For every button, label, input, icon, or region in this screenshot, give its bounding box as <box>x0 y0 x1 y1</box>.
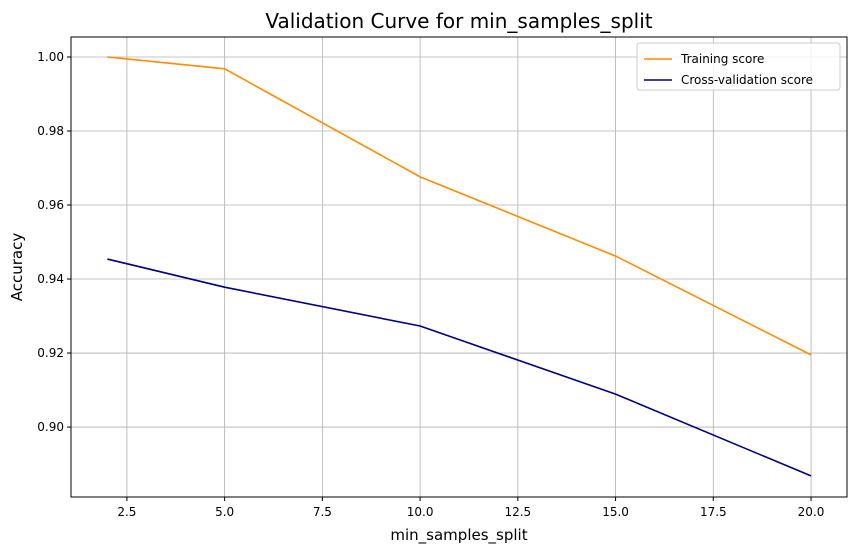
chart-title: Validation Curve for min_samples_split <box>265 9 652 33</box>
legend-box <box>636 42 841 91</box>
series-line-cross-validation <box>107 258 812 477</box>
x-tick-label: 10.0 <box>407 505 434 519</box>
grid <box>71 37 847 497</box>
x-tick-label: 15.0 <box>602 505 629 519</box>
y-tick-label: 0.98 <box>37 124 64 138</box>
y-tick-label: 1.00 <box>37 50 64 64</box>
legend-label: Cross-validation score <box>681 73 813 87</box>
x-axis-label: min_samples_split <box>390 526 527 545</box>
x-axis-ticks: 2.5 5.0 7.5 10.0 12.5 15.0 17.5 20.0 <box>117 497 824 519</box>
y-axis-ticks: 0.90 0.92 0.94 0.96 0.98 1.00 <box>37 50 71 434</box>
plot-frame <box>70 36 848 498</box>
x-tick-label: 2.5 <box>117 505 136 519</box>
legend-label: Training score <box>680 52 764 66</box>
x-tick-label: 5.0 <box>215 505 234 519</box>
y-tick-label: 0.90 <box>37 420 64 434</box>
x-tick-label: 17.5 <box>700 505 727 519</box>
y-axis-label: Accuracy <box>8 233 26 302</box>
legend: Training score Cross-validation score <box>636 42 841 91</box>
x-tick-label: 7.5 <box>313 505 332 519</box>
x-tick-label: 12.5 <box>504 505 531 519</box>
series-lines <box>107 56 812 477</box>
y-tick-label: 0.94 <box>37 272 64 286</box>
series-line-training <box>107 56 812 356</box>
y-tick-label: 0.92 <box>37 346 64 360</box>
y-tick-label: 0.96 <box>37 198 64 212</box>
x-tick-label: 20.0 <box>798 505 825 519</box>
